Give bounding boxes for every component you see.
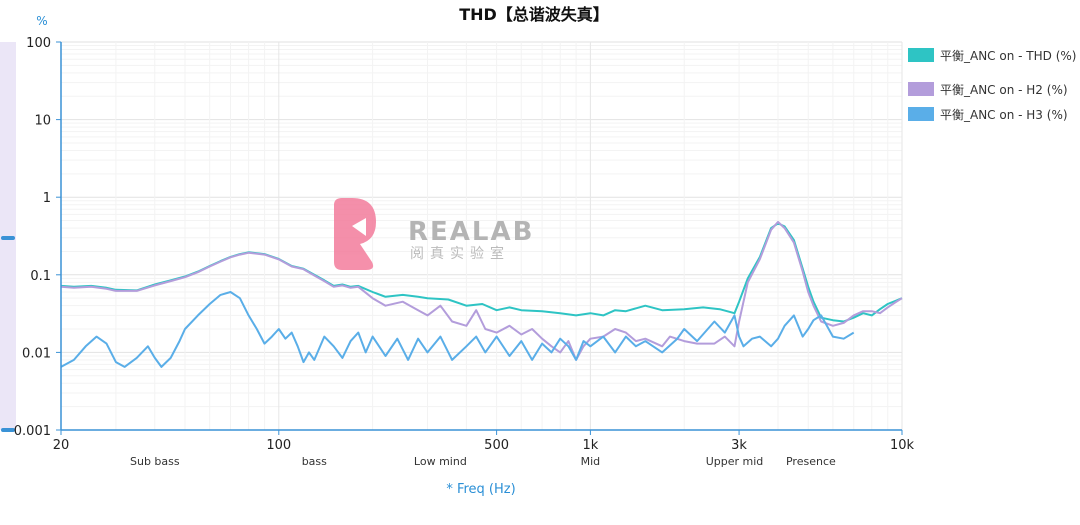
slider-handle-bottom[interactable] bbox=[1, 428, 15, 432]
chart-title: THD【总谐波失真】 bbox=[459, 5, 609, 24]
x-tick-label: 1k bbox=[582, 438, 598, 453]
series-line-3 bbox=[60, 291, 855, 368]
band-label: Presence bbox=[786, 455, 836, 468]
y-range-slider[interactable] bbox=[0, 42, 16, 432]
y-tick-label: 100 bbox=[26, 36, 51, 51]
x-tick-label: 500 bbox=[484, 438, 509, 453]
series-line-2 bbox=[60, 220, 903, 361]
grid bbox=[60, 41, 903, 431]
y-tick-label: 0.01 bbox=[22, 346, 51, 361]
watermark-brand: REALAB bbox=[408, 217, 534, 247]
x-tick-label: 100 bbox=[266, 438, 291, 453]
legend-label: 平衡_ANC on - H2 (%) bbox=[940, 83, 1068, 97]
slider-handle-top[interactable] bbox=[1, 236, 15, 240]
realab-watermark: REALAB 阅真实验室 bbox=[334, 198, 534, 270]
band-labels: Sub bass bass Low mind Mid Upper mid Presence bbox=[130, 455, 836, 468]
x-axis-label: * Freq (Hz) bbox=[446, 482, 515, 497]
band-label: Low mind bbox=[414, 455, 467, 468]
y-tick-label: 1 bbox=[43, 191, 51, 206]
x-tick-label: 20 bbox=[53, 438, 70, 453]
legend-item-1[interactable]: 平衡_ANC on - THD (%) bbox=[908, 48, 1076, 63]
x-tick-label: 3k bbox=[731, 438, 747, 453]
band-label: Mid bbox=[581, 455, 601, 468]
realab-logo-accent-icon bbox=[352, 218, 366, 236]
y-axis-unit: % bbox=[36, 14, 47, 28]
realab-logo-icon bbox=[334, 198, 376, 270]
legend-item-3[interactable]: 平衡_ANC on - H3 (%) bbox=[908, 107, 1068, 122]
legend-label: 平衡_ANC on - H3 (%) bbox=[940, 108, 1068, 122]
series-group bbox=[60, 220, 903, 368]
legend-swatch bbox=[908, 48, 934, 62]
y-tick-label: 0.1 bbox=[30, 269, 51, 284]
legend[interactable]: 平衡_ANC on - THD (%) 平衡_ANC on - H2 (%) 平衡_… bbox=[908, 48, 1076, 122]
x-tick-label: 10k bbox=[890, 438, 915, 453]
x-tick-labels: 20 100 500 1k 3k 10k bbox=[53, 430, 915, 453]
legend-label: 平衡_ANC on - THD (%) bbox=[940, 49, 1076, 63]
legend-swatch bbox=[908, 82, 934, 96]
band-label: bass bbox=[302, 455, 327, 468]
y-tick-label: 0.001 bbox=[14, 424, 51, 439]
y-tick-label: 10 bbox=[34, 114, 51, 129]
legend-swatch bbox=[908, 107, 934, 121]
band-label: Sub bass bbox=[130, 455, 180, 468]
legend-item-2[interactable]: 平衡_ANC on - H2 (%) bbox=[908, 82, 1068, 97]
watermark-subtitle: 阅真实验室 bbox=[410, 245, 510, 262]
band-label: Upper mid bbox=[706, 455, 764, 468]
y-tick-labels: 100 10 1 0.1 0.01 0.001 bbox=[14, 36, 61, 439]
